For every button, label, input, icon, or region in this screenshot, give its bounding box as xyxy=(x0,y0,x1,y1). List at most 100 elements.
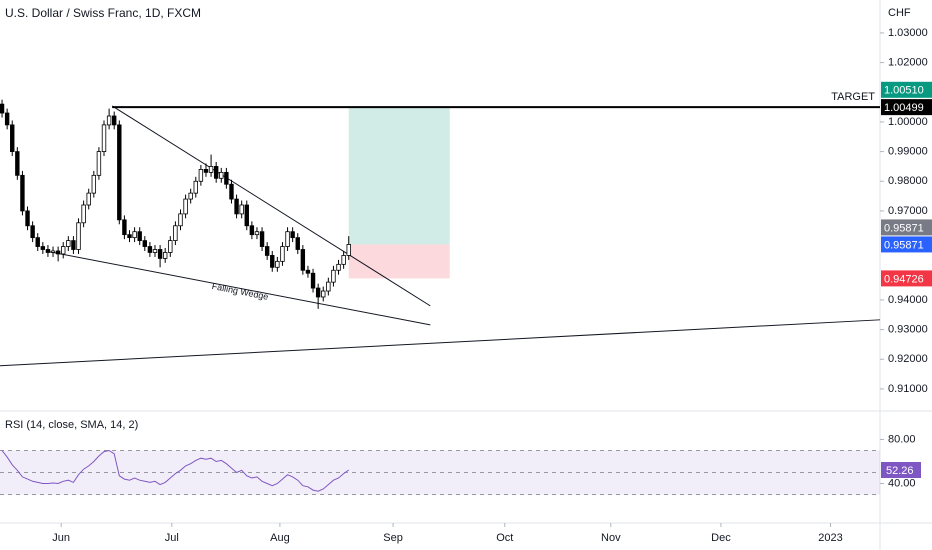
candle-body xyxy=(300,249,306,271)
candle-body xyxy=(188,192,193,200)
candle-body xyxy=(127,234,132,239)
candle-body xyxy=(280,246,285,262)
candle-body xyxy=(203,168,209,173)
candle-body xyxy=(326,281,331,292)
candle-body xyxy=(106,115,112,126)
candle-body xyxy=(40,246,46,250)
candle-body xyxy=(15,151,20,176)
trend-line xyxy=(0,319,881,367)
candle-body xyxy=(275,260,280,268)
candle-body xyxy=(20,174,25,212)
candle-body xyxy=(193,180,198,194)
candle-body xyxy=(55,250,61,255)
candle-body xyxy=(264,246,270,256)
price-badge xyxy=(881,270,932,287)
x-tick-label: Dec xyxy=(711,532,731,544)
candle-body xyxy=(61,246,66,255)
candle-body xyxy=(208,166,214,173)
candle-body xyxy=(239,204,244,215)
target-label: TARGET xyxy=(831,91,875,103)
y-tick-label: 0.97000 xyxy=(888,205,928,217)
candle-body xyxy=(270,255,275,268)
candle-body xyxy=(229,183,234,200)
candle-body xyxy=(86,192,91,206)
candle-body xyxy=(183,198,188,215)
candle-body xyxy=(219,171,224,179)
chart-title: U.S. Dollar / Swiss Franc, 1D, FXCM xyxy=(5,6,201,20)
candle-body xyxy=(321,290,326,298)
y-tick-label: 0.91000 xyxy=(888,383,928,395)
candle-body xyxy=(76,222,81,250)
candle-body xyxy=(71,240,76,250)
price-badge-label: 1.00499 xyxy=(884,102,924,114)
rsi-badge xyxy=(881,462,921,479)
price-badge-label: 0.94726 xyxy=(884,273,924,285)
price-badge xyxy=(881,99,932,116)
candle-body xyxy=(101,124,107,152)
profit-zone xyxy=(348,106,450,245)
candle-body xyxy=(178,213,183,227)
candle-body xyxy=(132,231,137,239)
candle-body xyxy=(4,112,10,126)
candle-body xyxy=(244,204,249,227)
candle-body xyxy=(157,249,163,259)
x-tick-label: Nov xyxy=(601,532,621,544)
candle-body xyxy=(224,171,229,185)
x-tick-label: Sep xyxy=(383,532,403,544)
candle-body xyxy=(249,225,255,236)
candle-body xyxy=(259,231,265,247)
candle-body xyxy=(213,166,219,179)
price-badge-label: 0.95871 xyxy=(884,222,924,234)
candle-body xyxy=(341,255,346,265)
rsi-badge-label: 52.26 xyxy=(886,465,914,477)
candle-body xyxy=(91,174,97,194)
candle-body xyxy=(290,231,295,239)
y-tick-label: 0.99000 xyxy=(888,146,928,158)
candle-body xyxy=(10,124,15,152)
candle-body xyxy=(35,237,40,247)
candle-body xyxy=(305,269,311,274)
y-tick-label: 0.93000 xyxy=(888,324,928,336)
y-tick-label: 40.00 xyxy=(888,477,916,489)
trend-line xyxy=(111,105,431,307)
rsi-title: RSI (14, close, SMA, 14, 2) xyxy=(5,419,138,431)
x-tick-label: 2023 xyxy=(818,532,842,544)
price-badge-label: 0.95871 xyxy=(884,239,924,251)
price-badge-label: 1.00510 xyxy=(884,85,924,97)
candle-body xyxy=(310,272,316,289)
candle-body xyxy=(198,168,204,182)
price-badge xyxy=(881,236,932,253)
candle-body xyxy=(112,115,117,126)
x-tick-label: Aug xyxy=(270,532,290,544)
y-tick-label: 1.02000 xyxy=(888,57,928,69)
currency-label: CHF xyxy=(888,7,911,19)
candle-body xyxy=(168,240,173,253)
candle-body xyxy=(96,151,102,176)
candle-body xyxy=(117,124,122,221)
candle-body xyxy=(45,249,51,253)
price-badge xyxy=(881,81,932,98)
candle-body xyxy=(315,287,321,298)
candle-body xyxy=(152,249,158,253)
candle-body xyxy=(234,198,239,215)
rsi-line xyxy=(1,449,350,492)
y-tick-label: 1.00000 xyxy=(888,116,928,128)
candle-body xyxy=(66,240,71,247)
candle-body xyxy=(147,246,153,253)
candle-body xyxy=(81,204,86,224)
candle-body xyxy=(30,225,35,239)
candle-body xyxy=(295,237,300,250)
candle-body xyxy=(331,269,336,283)
candle-body xyxy=(50,250,56,253)
x-tick-label: Jun xyxy=(52,532,70,544)
y-tick-label: 0.92000 xyxy=(888,353,928,365)
y-tick-label: 80.00 xyxy=(888,433,916,445)
candle-body xyxy=(137,231,142,242)
price-badge xyxy=(881,219,932,236)
candle-body xyxy=(173,225,178,242)
trend-line xyxy=(49,251,431,326)
y-tick-label: 0.98000 xyxy=(888,175,928,187)
candle-body xyxy=(285,231,290,247)
